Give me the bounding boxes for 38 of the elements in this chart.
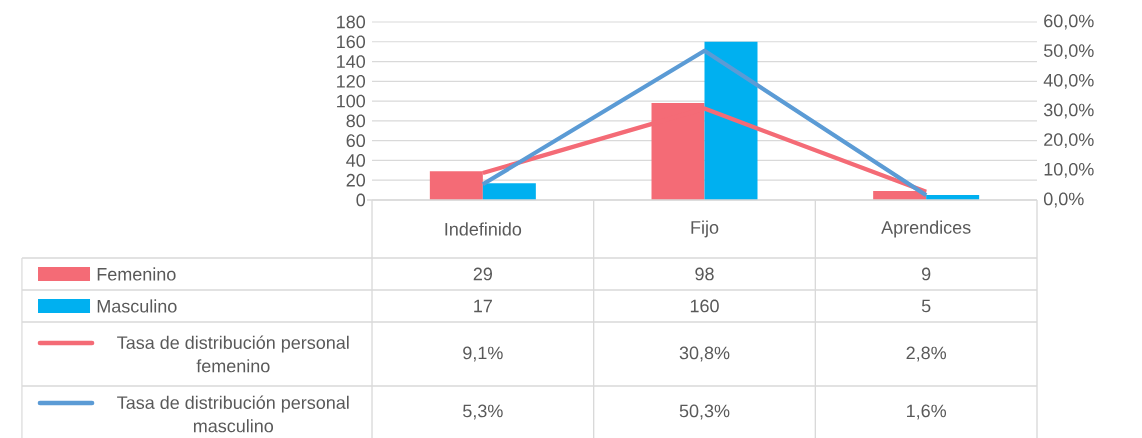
- y-tick-label: 0: [356, 193, 366, 207]
- bar: [704, 41, 758, 200]
- y-tick-label: 140: [337, 55, 366, 68]
- y-tick-label: 100: [337, 94, 366, 108]
- x-tick-label: Fijo: [691, 220, 719, 238]
- x-tick-label: Indefinido: [445, 222, 522, 236]
- data-label: 30,8%: [679, 346, 730, 362]
- bar: [482, 183, 536, 200]
- data-label: 98: [695, 267, 714, 281]
- y-tick-label: 160: [337, 35, 366, 49]
- legend-label: Tasa de distribución personal masculino: [117, 395, 349, 433]
- data-label: 29: [473, 267, 492, 281]
- y-tick-label: 40: [346, 154, 366, 167]
- y-tick-label: 80: [346, 114, 366, 128]
- y2-tick-label: 50,0%: [1043, 44, 1094, 60]
- y2-tick-label: 30,0%: [1043, 103, 1094, 119]
- y-tick-label: 120: [337, 74, 366, 88]
- y2-tick-label: 10,0%: [1044, 162, 1094, 178]
- y-tick-label: 60: [346, 134, 366, 148]
- y2-tick-label: 40,0%: [1043, 73, 1094, 89]
- legend-label: Tasa de distribución personal femenino: [117, 335, 349, 373]
- data-label: 9,1%: [463, 346, 503, 362]
- y2-tick-label: 0,0%: [1043, 192, 1084, 208]
- y-tick-label: 180: [337, 15, 366, 29]
- y2-tick-label: 60,0%: [1044, 14, 1094, 30]
- x-tick-label: Aprendices: [881, 220, 971, 238]
- data-label: 5: [921, 299, 931, 313]
- data-label: 9: [921, 267, 931, 281]
- data-label: 50,3%: [679, 404, 730, 420]
- legend-label: Femenino: [97, 267, 176, 281]
- data-label: 5,3%: [463, 404, 503, 420]
- y-tick-label: 20: [346, 173, 366, 187]
- data-label: 160: [690, 299, 719, 313]
- data-label: 17: [474, 299, 492, 313]
- data-label: 2,8%: [906, 346, 947, 362]
- data-label: 1,6%: [907, 404, 947, 420]
- y2-tick-label: 20,0%: [1044, 133, 1094, 149]
- legend-label: Masculino: [97, 299, 177, 313]
